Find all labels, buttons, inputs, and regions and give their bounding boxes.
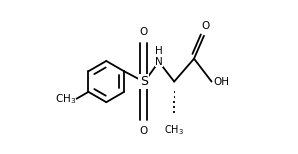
Text: O: O [139, 27, 148, 37]
Text: S: S [140, 75, 148, 88]
Text: OH: OH [213, 77, 229, 87]
Text: O: O [139, 126, 148, 136]
Text: O: O [201, 21, 209, 31]
Text: CH$_3$: CH$_3$ [55, 92, 76, 106]
Text: H: H [155, 46, 163, 56]
Text: CH$_3$: CH$_3$ [164, 123, 184, 137]
Text: N: N [155, 57, 163, 67]
